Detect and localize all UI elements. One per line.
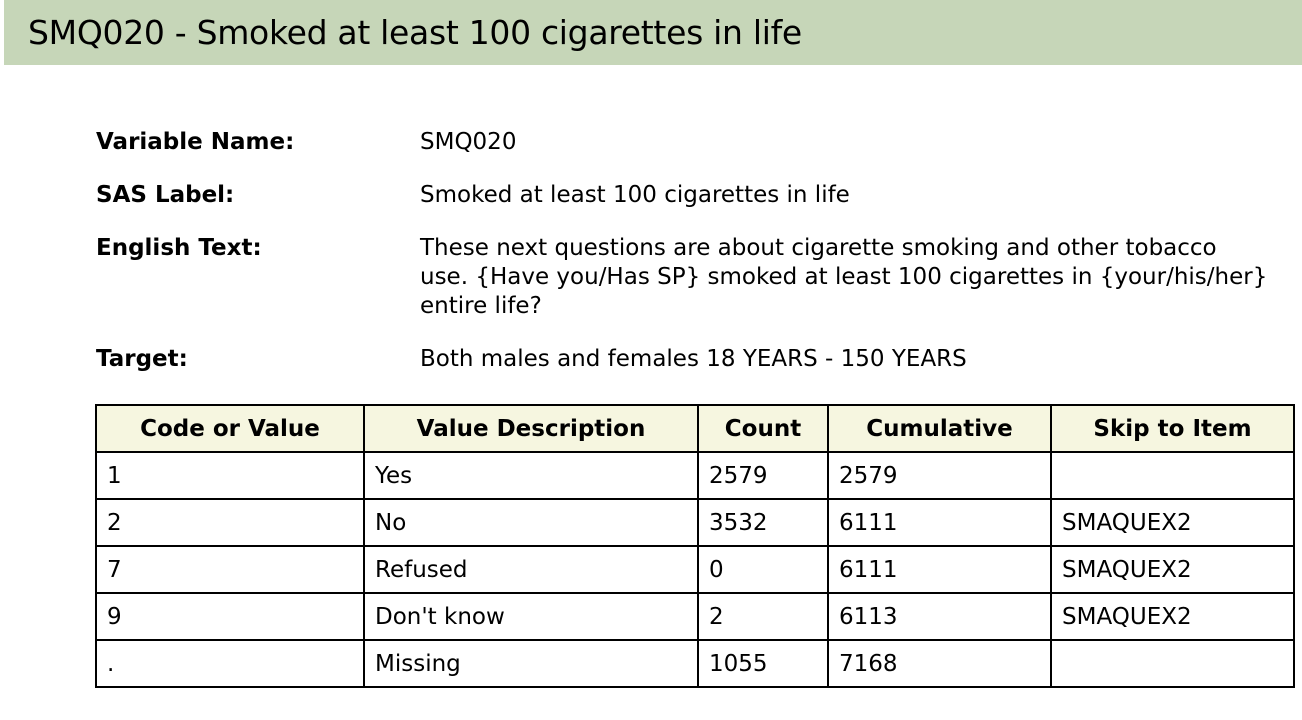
column-header-count: Count (697, 404, 829, 453)
variable-info: Variable Name: SMQ020 SAS Label: Smoked … (96, 128, 1296, 398)
description-cell: Don't know (363, 592, 699, 641)
description-cell: Refused (363, 545, 699, 594)
variable-name-row: Variable Name: SMQ020 (96, 128, 1296, 157)
variable-name-value: SMQ020 (420, 129, 517, 155)
count-cell: 3532 (697, 498, 829, 547)
variable-name-label: Variable Name: (96, 129, 295, 155)
sas-label-value: Smoked at least 100 cigarettes in life (420, 182, 850, 208)
english-text-label: English Text: (96, 235, 262, 261)
description-cell: Missing (363, 639, 699, 688)
cumulative-cell: 2579 (827, 451, 1052, 500)
description-cell: Yes (363, 451, 699, 500)
code-cell: 9 (95, 592, 365, 641)
table-row: 2 No 3532 6111 SMAQUEX2 (95, 498, 1295, 547)
count-cell: 1055 (697, 639, 829, 688)
table-row: 1 Yes 2579 2579 (95, 451, 1295, 500)
table-row: 9 Don't know 2 6113 SMAQUEX2 (95, 592, 1295, 641)
table-row: . Missing 1055 7168 (95, 639, 1295, 688)
column-header-skip-to-item: Skip to Item (1050, 404, 1295, 453)
sas-label-label: SAS Label: (96, 182, 235, 208)
count-cell: 2 (697, 592, 829, 641)
target-label: Target: (96, 346, 188, 372)
skip-to-item-cell (1050, 639, 1295, 688)
count-cell: 0 (697, 545, 829, 594)
english-text-value: These next questions are about cigarette… (420, 235, 1268, 319)
skip-to-item-cell: SMAQUEX2 (1050, 545, 1295, 594)
skip-to-item-cell: SMAQUEX2 (1050, 498, 1295, 547)
title-bar: SMQ020 - Smoked at least 100 cigarettes … (4, 0, 1302, 65)
target-value: Both males and females 18 YEARS - 150 YE… (420, 346, 967, 372)
column-header-cumulative: Cumulative (827, 404, 1052, 453)
table-header-row: Code or Value Value Description Count Cu… (95, 404, 1295, 453)
cumulative-cell: 7168 (827, 639, 1052, 688)
cumulative-cell: 6111 (827, 498, 1052, 547)
table-row: 7 Refused 0 6111 SMAQUEX2 (95, 545, 1295, 594)
code-cell: 2 (95, 498, 365, 547)
codebook-table: Code or Value Value Description Count Cu… (95, 404, 1295, 688)
skip-to-item-cell (1050, 451, 1295, 500)
column-header-code-or-value: Code or Value (95, 404, 365, 453)
column-header-value-description: Value Description (363, 404, 699, 453)
sas-label-row: SAS Label: Smoked at least 100 cigarette… (96, 181, 1296, 210)
cumulative-cell: 6113 (827, 592, 1052, 641)
target-row: Target: Both males and females 18 YEARS … (96, 345, 1296, 374)
page-title: SMQ020 - Smoked at least 100 cigarettes … (28, 13, 802, 52)
count-cell: 2579 (697, 451, 829, 500)
cumulative-cell: 6111 (827, 545, 1052, 594)
code-cell: . (95, 639, 365, 688)
description-cell: No (363, 498, 699, 547)
code-cell: 7 (95, 545, 365, 594)
skip-to-item-cell: SMAQUEX2 (1050, 592, 1295, 641)
code-cell: 1 (95, 451, 365, 500)
english-text-row: English Text: These next questions are a… (96, 234, 1296, 321)
